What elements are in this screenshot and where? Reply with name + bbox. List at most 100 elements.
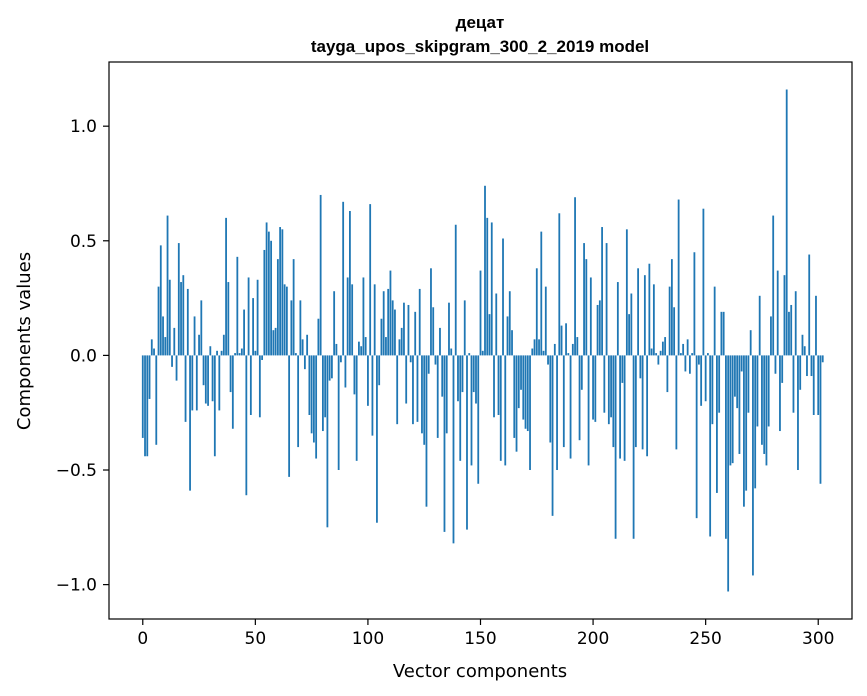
bar	[195, 355, 198, 411]
bar	[256, 279, 259, 356]
bar	[396, 355, 399, 425]
bar	[159, 245, 162, 356]
x-tick-label: 50	[245, 629, 267, 649]
bar	[441, 355, 444, 397]
bar	[258, 355, 261, 418]
bar	[616, 282, 619, 356]
bar	[389, 270, 392, 356]
bar	[788, 311, 790, 356]
bar	[819, 355, 822, 484]
bar	[466, 355, 468, 530]
bar	[745, 355, 748, 491]
bar	[544, 286, 547, 356]
bar	[763, 355, 766, 454]
bar	[274, 327, 277, 356]
bar	[240, 348, 243, 356]
bar	[630, 293, 633, 356]
bar	[556, 355, 558, 471]
bar	[180, 282, 182, 356]
bar	[294, 353, 297, 356]
bar	[785, 89, 788, 356]
bar	[677, 199, 680, 356]
bar	[799, 355, 802, 390]
bar	[432, 307, 435, 356]
bar	[290, 300, 293, 356]
bar	[333, 291, 336, 356]
bar	[267, 231, 270, 356]
bar	[747, 355, 750, 413]
bar	[209, 346, 212, 356]
bar	[324, 355, 327, 418]
bar	[607, 355, 610, 425]
bar	[508, 291, 511, 356]
bar	[614, 355, 617, 539]
bar	[815, 295, 817, 356]
bar	[385, 337, 387, 356]
bar	[306, 334, 309, 356]
bar	[166, 215, 169, 356]
bar	[700, 355, 703, 406]
bar	[574, 197, 576, 356]
bar	[427, 355, 430, 374]
bar	[168, 279, 171, 356]
bar	[213, 355, 216, 457]
bar	[657, 355, 660, 365]
bar	[376, 355, 378, 523]
bar	[254, 350, 257, 356]
bar	[765, 355, 768, 466]
bar	[421, 355, 423, 434]
bar	[394, 309, 396, 356]
bar	[702, 208, 705, 356]
bar	[542, 350, 545, 356]
bar	[171, 355, 173, 367]
bar	[403, 302, 405, 356]
bar	[297, 355, 300, 448]
bar	[679, 353, 682, 356]
bar	[303, 355, 306, 370]
bar	[231, 355, 234, 429]
bar	[716, 355, 718, 493]
bar	[504, 355, 507, 466]
bar	[643, 275, 646, 356]
bar	[547, 355, 549, 365]
bar	[661, 341, 664, 356]
bar	[387, 288, 390, 356]
bar	[362, 277, 365, 356]
bar	[655, 353, 658, 356]
bar	[144, 355, 146, 457]
bar	[619, 355, 621, 459]
bar	[425, 355, 428, 507]
bar	[261, 355, 264, 360]
bar	[682, 343, 685, 356]
bar	[808, 254, 811, 356]
bar	[382, 291, 385, 356]
bar	[238, 353, 241, 356]
bar	[490, 222, 493, 356]
bar	[340, 355, 342, 363]
bar	[628, 314, 631, 356]
bar	[265, 222, 268, 356]
bar	[596, 304, 599, 356]
bar	[220, 350, 223, 356]
bar	[283, 284, 286, 356]
bar	[380, 318, 383, 356]
bar	[722, 311, 725, 356]
bar	[369, 204, 372, 356]
y-axis: −1.0 −0.5 0.0 0.5 1.0	[56, 117, 109, 596]
bar	[448, 302, 450, 356]
bar	[562, 355, 565, 448]
bar	[150, 339, 153, 356]
bar	[754, 355, 757, 489]
bar	[736, 355, 739, 409]
bar	[781, 355, 784, 383]
bar	[405, 355, 408, 404]
bar	[479, 270, 482, 356]
bar	[312, 355, 315, 443]
bar	[558, 213, 561, 356]
bar	[688, 355, 691, 374]
bar	[623, 355, 626, 461]
bar	[761, 355, 763, 445]
bar	[718, 355, 721, 413]
bar	[477, 355, 480, 484]
bar	[468, 353, 471, 356]
